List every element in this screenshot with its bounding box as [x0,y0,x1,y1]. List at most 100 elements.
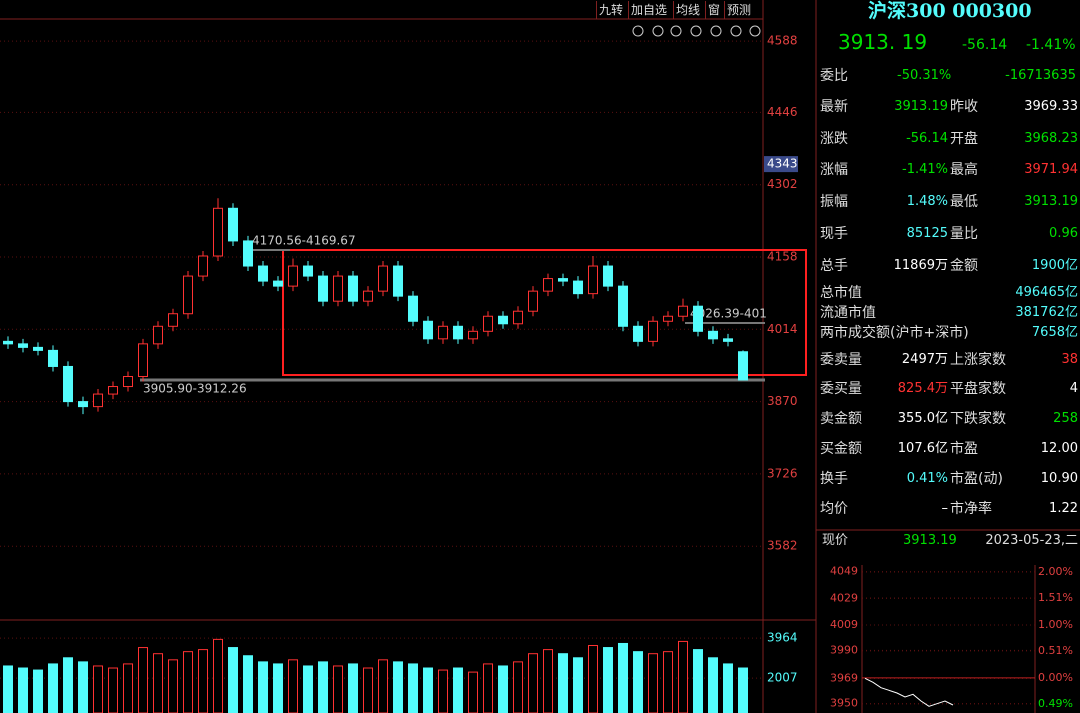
volume-bar [123,663,133,713]
volume-bar [108,667,118,713]
candle-body [3,340,13,345]
volume-bar [243,655,253,713]
y-tick-label: 4302 [767,177,798,191]
stat-label: 昨收 [950,99,978,115]
stat-label: 涨幅 [820,162,848,178]
candle-body [438,325,448,340]
volume-bar [483,663,493,713]
volume-bar [693,649,703,713]
stat-label: 最新 [820,99,848,115]
candle-body [348,275,358,302]
candle-body [228,207,238,242]
candle-body [198,255,208,277]
candle-body [738,351,748,381]
tool-icons [632,25,761,37]
stat-value: 12.00 [1040,441,1078,456]
mini-price: 3913.19 [903,533,957,548]
y-tick-label: 4014 [767,322,798,336]
stat-value: 1900亿 [1031,258,1078,273]
stat-value: 825.4万 [897,381,948,396]
quote-change: -56.14 [962,37,1008,53]
candle-body [303,265,313,277]
volume-bar [318,661,328,713]
candle-body [333,275,343,302]
candle-body [108,386,118,395]
toolbar-button[interactable]: 预测 [724,1,753,19]
volume-bar [378,659,388,713]
toolbar-button[interactable]: 加自选 [628,1,669,19]
volume-bar [18,667,28,713]
stat-label: 开盘 [950,131,978,147]
stat-value: 3913.19 [894,99,948,114]
volume-bar [663,651,673,713]
stat-value: 10.90 [1040,471,1078,486]
stat-value: 0.41% [906,471,948,486]
candle-body [618,285,628,327]
volume-bar [63,657,73,713]
toolbar-button[interactable]: 均线 [673,1,702,19]
stat-label: 现手 [820,226,848,242]
y-tick-label: 3969 [830,671,858,684]
volume-bar [573,657,583,713]
price-line [864,677,954,707]
market-label: 流通市值 [820,305,876,321]
y-tick-label: 4446 [767,105,798,119]
candle-body [498,315,508,325]
candle-body [183,275,193,315]
market-value: 496465亿 [1015,285,1078,300]
volume-bar [213,638,223,713]
volume-bar [528,653,538,713]
mini-label: 现价 [822,533,849,548]
y-tick-label: 2007 [767,671,798,685]
stat-value: 107.6亿 [897,441,948,456]
candle-body [63,365,73,403]
stat-label: 均价 [820,501,848,517]
stat-label: 市盈 [950,441,978,457]
stat-value: 0.96 [1049,226,1078,241]
y2-tick-label: 0.00% [1038,671,1073,684]
y-tick-label: 3582 [767,539,798,553]
candle-body [138,343,148,377]
volume-bar [543,649,553,713]
stat-value: 1.22 [1049,501,1078,516]
candle-body [18,343,28,348]
y2-tick-label: 0.51% [1038,644,1073,657]
annotation: 3905.90-3912.26 [143,382,247,396]
market-value: 381762亿 [1015,305,1078,320]
candle-body [243,240,253,267]
volume-bar [198,649,208,713]
volume-bar [333,665,343,713]
toolbar-button[interactable]: 窗 [705,1,722,19]
weibi-pct: -50.31% [897,68,952,83]
stat-label: 振幅 [820,194,848,210]
volume-bar [558,653,568,713]
quote-title: 沪深300 000300 [868,0,1032,22]
candle-body [288,265,298,287]
volume-bar [498,665,508,713]
y-tick-label: 4009 [830,618,858,631]
volume-bar [183,651,193,713]
volume-bar [468,671,478,713]
volume-bar [138,647,148,713]
stat-value: 1.48% [906,194,948,209]
candle-body [723,338,733,342]
y-tick-label: 3990 [830,643,858,656]
volume-bar [303,665,313,713]
stat-label: 委买量 [820,381,862,397]
candle-body [48,349,58,367]
volume-bar [228,647,238,713]
volume-bar [78,661,88,713]
weibi-label: 委比 [820,68,848,84]
volume-bar [423,667,433,713]
stat-value: 3968.23 [1024,131,1078,146]
stat-label: 量比 [950,226,978,242]
stat-value: – [941,501,949,516]
weibi-diff: -16713635 [1005,68,1076,83]
stat-label: 市净率 [950,501,992,517]
volume-bar [408,663,418,713]
stat-label: 最高 [950,162,978,178]
volume-bar [588,645,598,713]
volume-bar [633,651,643,713]
toolbar-button[interactable]: 九转 [596,1,625,19]
